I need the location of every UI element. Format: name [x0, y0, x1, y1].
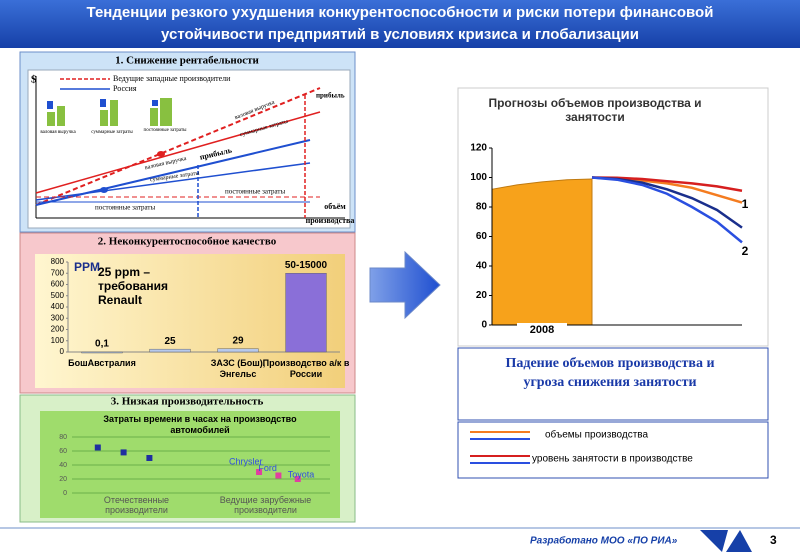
y-tick-label: 120 [470, 143, 487, 154]
y-tick-label: 20 [59, 476, 67, 483]
annotation: 25 ppm – требования Renault [98, 265, 168, 307]
y-tick-label: 700 [51, 268, 65, 277]
y-tick-label: 0 [63, 490, 67, 497]
axis-symbol: $ [31, 74, 37, 86]
value-label: 29 [232, 335, 244, 346]
annotation: 2 [742, 244, 749, 258]
label: объём [324, 202, 346, 211]
y-tick-label: 60 [59, 448, 67, 455]
y-tick-label: 80 [59, 434, 67, 441]
point-label: Toyota [288, 469, 315, 479]
y-tick-label: 100 [51, 336, 65, 345]
point [294, 476, 301, 482]
area [491, 178, 593, 326]
point [146, 455, 153, 461]
x-tick-label: Производство а/к в России [262, 358, 350, 379]
chart-title: Прогнозы объемов производства и занятост… [488, 96, 702, 124]
value-label: 25 [164, 336, 176, 347]
legend-label: Россия [113, 84, 137, 93]
note-box [457, 347, 769, 421]
point-label: Ford [258, 463, 277, 473]
legend-label: объемы производства [545, 429, 648, 441]
label: постоянные затраты [95, 204, 155, 212]
logo [700, 530, 752, 552]
y-tick-label: 40 [476, 261, 488, 272]
mini-label: валовая выручка [40, 130, 76, 135]
y-tick-label: 100 [470, 172, 487, 183]
bar [285, 273, 327, 353]
x-tick-label: Отечественные производители [103, 495, 170, 515]
x-tick-label: БошАвстралия [68, 358, 136, 368]
point-label: Chrysler [229, 456, 263, 466]
chart-title: Затраты времени в часах на производство … [103, 414, 297, 435]
point [256, 469, 263, 475]
annotation: 1 [742, 197, 749, 211]
tick-box [517, 323, 567, 337]
panel-title: 2. Неконкурентоспособное качество [98, 236, 277, 248]
value-label: 50-15000 [285, 260, 328, 271]
header-bar [0, 0, 800, 48]
bar [217, 348, 259, 353]
y-tick-label: 0 [60, 347, 65, 356]
footer-credit: Разработано МОО «ПО РИА» [530, 535, 678, 547]
y-tick-label: 40 [59, 462, 67, 469]
y-tick-label: 300 [51, 313, 65, 322]
revenue-west [35, 87, 321, 206]
point [94, 444, 101, 451]
point [157, 151, 165, 157]
y-tick-label: 500 [51, 291, 65, 300]
point [120, 449, 127, 456]
panel-title: 3. Низкая производительность [111, 396, 264, 408]
y-tick-label: 20 [476, 290, 488, 301]
y-tick-label: 600 [51, 280, 65, 289]
y-tick-label: 200 [51, 325, 65, 334]
x-tick-label: Ведущие зарубежные производители [219, 495, 312, 515]
x-tick-label: 2008 [530, 324, 554, 336]
label: постоянные затраты [225, 188, 285, 196]
bar [149, 348, 191, 353]
arrow [369, 250, 441, 320]
point [100, 187, 108, 193]
mini-label: суммарные затраты [91, 130, 133, 135]
y-tick-label: 60 [476, 231, 488, 242]
header-title: устойчивости предприятий в условиях криз… [161, 26, 639, 43]
value-label: 0,1 [95, 339, 109, 350]
point [275, 472, 282, 479]
label: производства [306, 216, 355, 225]
legend-label: Ведущие западные производители [113, 74, 231, 83]
y-tick-label: 0 [481, 320, 487, 331]
mini-bars [47, 98, 172, 126]
x-tick-label: ЗАЗС (Бош), Энгельс [210, 358, 266, 379]
label: прибыль [316, 92, 345, 100]
y-tick-label: 800 [51, 257, 65, 266]
note: Падение объемов производства и угроза сн… [505, 356, 715, 390]
page-number: 3 [770, 533, 777, 547]
y-tick-label: 80 [476, 202, 488, 213]
header-title: Тенденции резкого ухудшения конкурентосп… [87, 4, 714, 21]
costs-russia [35, 162, 311, 201]
bar [81, 351, 123, 354]
panel-title: 1. Снижение рентабельности [115, 55, 259, 67]
mini-label: постоянные затраты [144, 128, 188, 133]
line [591, 176, 743, 244]
legend-label: уровень занятости в производстве [532, 454, 693, 465]
costs-west [35, 111, 321, 194]
chart-title: PPM [74, 260, 100, 274]
y-tick-label: 400 [51, 302, 65, 311]
